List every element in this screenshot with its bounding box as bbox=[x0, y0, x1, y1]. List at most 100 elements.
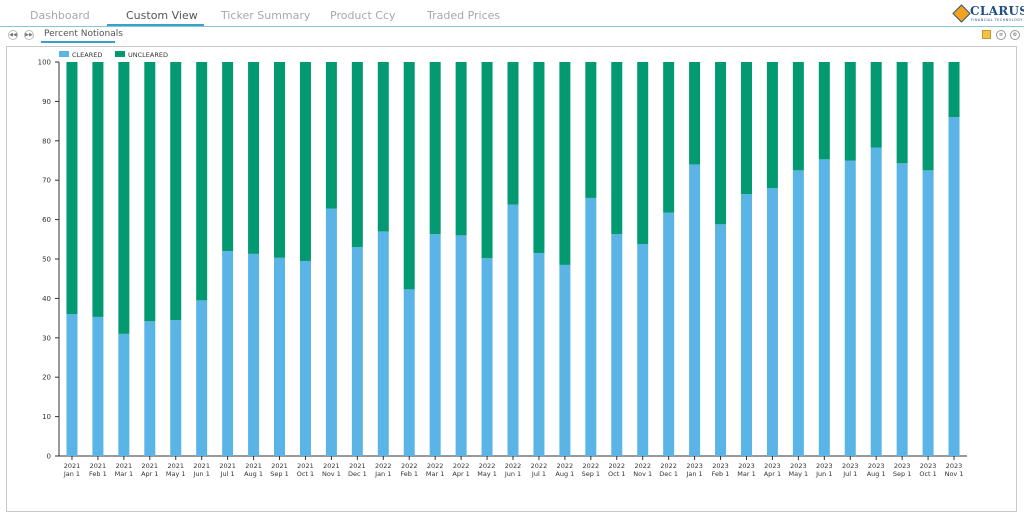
bar-cleared bbox=[455, 235, 467, 456]
x-tick-label-year: 2021 bbox=[219, 462, 236, 470]
bar-cleared bbox=[533, 253, 545, 456]
bar-uncleared bbox=[870, 62, 882, 148]
bar-cleared bbox=[429, 234, 441, 456]
x-tick-label-year: 2023 bbox=[816, 462, 833, 470]
y-tick-label: 10 bbox=[42, 413, 51, 421]
clarus-logo: CLARUS FINANCIAL TECHNOLOGY bbox=[952, 4, 1024, 24]
bar-cleared bbox=[792, 170, 804, 456]
x-tick-label-year: 2021 bbox=[297, 462, 314, 470]
bar-cleared bbox=[507, 204, 519, 456]
bar-uncleared bbox=[948, 62, 960, 118]
bar-uncleared bbox=[922, 62, 934, 171]
bar-cleared bbox=[715, 224, 727, 456]
x-tick-label-date: Feb 1 bbox=[400, 470, 418, 478]
fast-forward-icon[interactable]: ▶▶ bbox=[24, 30, 34, 40]
x-tick-label-year: 2021 bbox=[64, 462, 81, 470]
x-tick-label-date: Jun 1 bbox=[193, 470, 210, 478]
bar-uncleared bbox=[351, 62, 363, 248]
bar-cleared bbox=[948, 117, 960, 456]
x-tick-label-date: May 1 bbox=[166, 470, 186, 478]
x-tick-label-date: Dec 1 bbox=[659, 470, 678, 478]
x-tick-label-date: Sep 1 bbox=[270, 470, 288, 478]
logo-diamond-icon bbox=[952, 4, 971, 23]
bar-cleared bbox=[922, 170, 934, 456]
x-tick-label-year: 2022 bbox=[531, 462, 548, 470]
bar-uncleared bbox=[92, 62, 104, 317]
x-tick-label-date: Nov 1 bbox=[633, 470, 652, 478]
x-tick-label-year: 2023 bbox=[894, 462, 911, 470]
settings-icon[interactable]: ⚙ bbox=[1010, 30, 1020, 40]
x-tick-label-year: 2021 bbox=[349, 462, 366, 470]
bar-uncleared bbox=[792, 62, 804, 171]
legend-swatch-uncleared bbox=[115, 51, 125, 57]
bar-uncleared bbox=[766, 62, 778, 189]
x-tick-label-year: 2023 bbox=[868, 462, 885, 470]
x-tick-label-date: Jun 1 bbox=[815, 470, 832, 478]
bar-cleared bbox=[351, 247, 363, 456]
tab-product-ccy[interactable]: Product Ccy bbox=[330, 9, 396, 22]
x-tick-label-year: 2021 bbox=[245, 462, 262, 470]
x-tick-label-date: May 1 bbox=[477, 470, 497, 478]
bar-cleared bbox=[870, 147, 882, 457]
y-tick-label: 80 bbox=[42, 137, 51, 145]
x-tick-label-date: Oct 1 bbox=[919, 470, 936, 478]
bar-cleared bbox=[170, 320, 182, 456]
tab-ticker-summary[interactable]: Ticker Summary bbox=[221, 9, 311, 22]
x-tick-label-year: 2022 bbox=[401, 462, 418, 470]
bar-cleared bbox=[66, 314, 78, 456]
x-tick-label-date: May 1 bbox=[789, 470, 809, 478]
bar-cleared bbox=[766, 188, 778, 456]
x-tick-label-date: Feb 1 bbox=[89, 470, 107, 478]
bar-uncleared bbox=[377, 62, 389, 232]
rewind-icon[interactable]: ◀◀ bbox=[8, 30, 18, 40]
bar-uncleared bbox=[715, 62, 727, 225]
bar-uncleared bbox=[274, 62, 286, 258]
folder-icon[interactable] bbox=[982, 30, 991, 39]
x-tick-label-year: 2023 bbox=[920, 462, 937, 470]
tab-percent-notionals[interactable]: Percent Notionals bbox=[44, 29, 123, 39]
x-tick-label-year: 2021 bbox=[90, 462, 107, 470]
x-tick-label-year: 2023 bbox=[842, 462, 859, 470]
x-tick-label-date: Jan 1 bbox=[685, 470, 702, 478]
x-tick-label-date: Jul 1 bbox=[842, 470, 857, 478]
bar-cleared bbox=[818, 159, 830, 456]
logo-name: CLARUS bbox=[970, 4, 1024, 18]
y-tick-label: 60 bbox=[42, 216, 51, 224]
list-icon[interactable]: ≡ bbox=[996, 30, 1006, 40]
x-tick-label-date: Mar 1 bbox=[115, 470, 133, 478]
bar-uncleared bbox=[818, 62, 830, 160]
x-tick-label-year: 2023 bbox=[946, 462, 963, 470]
bar-uncleared bbox=[481, 62, 493, 259]
x-tick-label-year: 2023 bbox=[712, 462, 729, 470]
bar-uncleared bbox=[196, 62, 208, 301]
x-tick-label-date: Oct 1 bbox=[297, 470, 314, 478]
bar-cleared bbox=[740, 193, 752, 457]
bar-uncleared bbox=[585, 62, 597, 198]
bar-cleared bbox=[92, 316, 104, 456]
tab-traded-prices[interactable]: Traded Prices bbox=[427, 9, 501, 22]
x-tick-label-year: 2022 bbox=[608, 462, 625, 470]
bar-uncleared bbox=[299, 62, 311, 261]
x-tick-label-date: Jul 1 bbox=[220, 470, 235, 478]
bar-cleared bbox=[611, 234, 623, 456]
x-tick-label-date: Aug 1 bbox=[867, 470, 886, 478]
y-tick-label: 90 bbox=[42, 98, 51, 106]
bar-uncleared bbox=[170, 62, 182, 321]
top-navigation: Dashboard Custom View Ticker Summary Pro… bbox=[0, 0, 1024, 27]
x-tick-label-year: 2021 bbox=[193, 462, 210, 470]
bar-uncleared bbox=[325, 62, 337, 209]
x-tick-label-date: Sep 1 bbox=[582, 470, 600, 478]
y-tick-label: 20 bbox=[42, 374, 51, 382]
x-tick-label-date: Nov 1 bbox=[322, 470, 341, 478]
tab-dashboard[interactable]: Dashboard bbox=[30, 9, 90, 22]
bar-uncleared bbox=[844, 62, 856, 161]
bar-uncleared bbox=[559, 62, 571, 265]
x-tick-label-year: 2021 bbox=[271, 462, 288, 470]
x-tick-label-date: Jan 1 bbox=[374, 470, 391, 478]
x-tick-label-year: 2022 bbox=[427, 462, 444, 470]
x-tick-label-date: Apr 1 bbox=[764, 470, 781, 478]
tab-custom-view[interactable]: Custom View bbox=[126, 9, 198, 22]
bar-cleared bbox=[896, 163, 908, 456]
x-tick-label-year: 2023 bbox=[764, 462, 781, 470]
x-tick-label-year: 2022 bbox=[660, 462, 677, 470]
